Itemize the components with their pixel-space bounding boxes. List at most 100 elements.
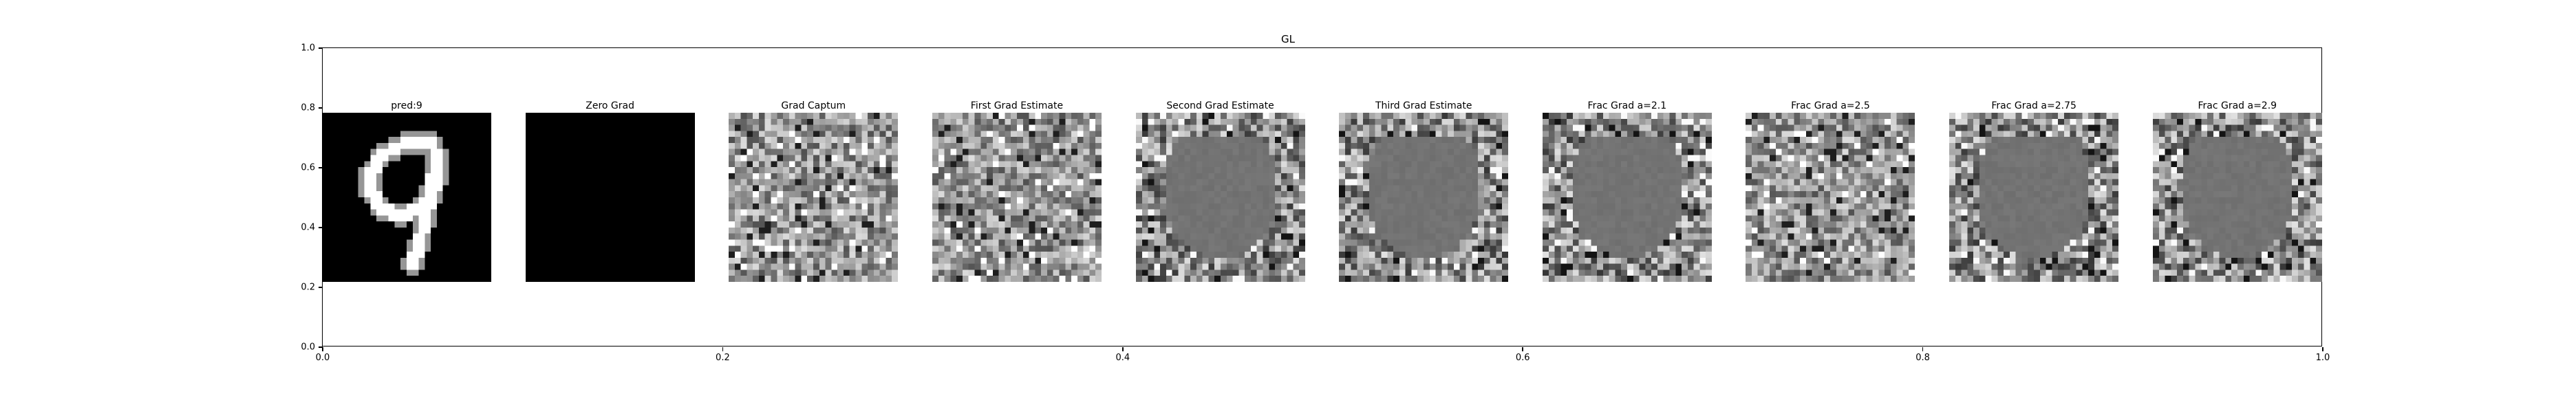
heatmap-cell [1159,155,1166,162]
heatmap-cell [1344,191,1351,198]
heatmap-cell [1441,148,1448,155]
heatmap-cell [932,245,938,252]
heatmap-cell [1208,173,1214,179]
heatmap-cell [1441,233,1448,240]
heatmap-cell [1287,227,1294,234]
heatmap-cell [1250,209,1257,216]
heatmap-cell [352,118,358,125]
heatmap-cell [1029,227,1035,234]
heatmap-cell [1256,203,1263,210]
heatmap-cell [688,252,695,258]
heatmap-cell [980,167,987,174]
heatmap-cell [747,161,753,168]
heatmap-cell [962,137,969,144]
heatmap-cell [328,161,334,168]
heatmap-cell [1411,179,1418,186]
heatmap-cell [579,118,586,125]
heatmap-cell [1046,215,1053,222]
heatmap-cell [1022,245,1029,252]
heatmap-cell [944,203,951,210]
heatmap-cell [449,155,455,162]
heatmap-cell [1411,209,1418,216]
heatmap-cell [485,252,491,258]
heatmap-cell [407,137,413,144]
heatmap-cell [598,233,605,240]
heatmap-cell [837,142,844,149]
heatmap-cell [1298,227,1305,234]
heatmap-cell [1441,179,1448,186]
heatmap-cell [801,233,808,240]
heatmap-cell [1244,276,1251,282]
heatmap-cell [328,197,334,204]
heatmap-cell [1280,221,1287,228]
heatmap-cell [1454,118,1461,125]
heatmap-cell [537,113,544,119]
heatmap-cell [1542,155,1549,162]
heatmap-cell [1029,185,1035,192]
heatmap-cell [813,155,820,162]
heatmap-cell [1381,118,1388,125]
heatmap-cell [549,263,556,270]
heatmap-cell [998,257,1005,264]
heatmap-cell [592,118,599,125]
heatmap-cell [764,252,771,258]
heatmap-cell [400,167,407,174]
heatmap-cell [837,179,844,186]
heatmap-cell [664,227,671,234]
heatmap-cell [1274,155,1281,162]
heatmap-cell [1135,113,1142,119]
heatmap-cell [968,209,975,216]
heatmap-cell [1016,257,1023,264]
heatmap-cell [1071,221,1077,228]
heatmap-cell [998,221,1005,228]
heatmap-cell [627,173,634,179]
heatmap-cell [740,233,747,240]
heatmap-cell [1502,148,1509,155]
heatmap-cell [1369,179,1376,186]
heatmap-cell [1280,155,1287,162]
heatmap-cell [1238,185,1245,192]
heatmap-cell [1238,118,1245,125]
heatmap-cell [1178,276,1185,282]
heatmap-cell [461,142,468,149]
heatmap-cell [1339,263,1346,270]
heatmap-cell [813,137,820,144]
heatmap-cell [974,203,981,210]
heatmap-cell [1657,131,1664,138]
heatmap-cell [980,179,987,186]
heatmap-cell [537,227,544,234]
heatmap-cell [801,118,808,125]
heatmap-cell [1183,161,1190,168]
heatmap-cell [1053,245,1060,252]
heatmap-cell [537,173,544,179]
heatmap-cell [974,276,981,282]
heatmap-cell [352,270,358,276]
heatmap-cell [1089,257,1096,264]
heatmap-cell [1148,276,1155,282]
heatmap-cell [729,137,736,144]
heatmap-cell [1232,148,1239,155]
heatmap-cell [610,137,616,144]
heatmap-cell [627,245,634,252]
heatmap-cell [1633,118,1640,125]
heatmap-cell [676,137,683,144]
heatmap-cell [759,276,766,282]
heatmap-cell [622,137,629,144]
heatmap-cell [892,167,899,174]
heatmap-cell [1238,227,1245,234]
heatmap-cell [992,197,999,204]
heatmap-cell [1405,221,1412,228]
heatmap-cell [874,179,881,186]
heatmap-cell [568,215,575,222]
heatmap-cell [1005,155,1011,162]
heatmap-cell [771,227,777,234]
heatmap-cell [1172,221,1179,228]
heatmap-cell [1375,209,1382,216]
heatmap-cell [1135,252,1142,258]
heatmap-cell [1011,173,1018,179]
heatmap-cell [1490,203,1496,210]
heatmap-svg [1542,113,1712,282]
heatmap-cell [1411,239,1418,246]
heatmap-cell [358,270,365,276]
heatmap-cell [764,191,771,198]
